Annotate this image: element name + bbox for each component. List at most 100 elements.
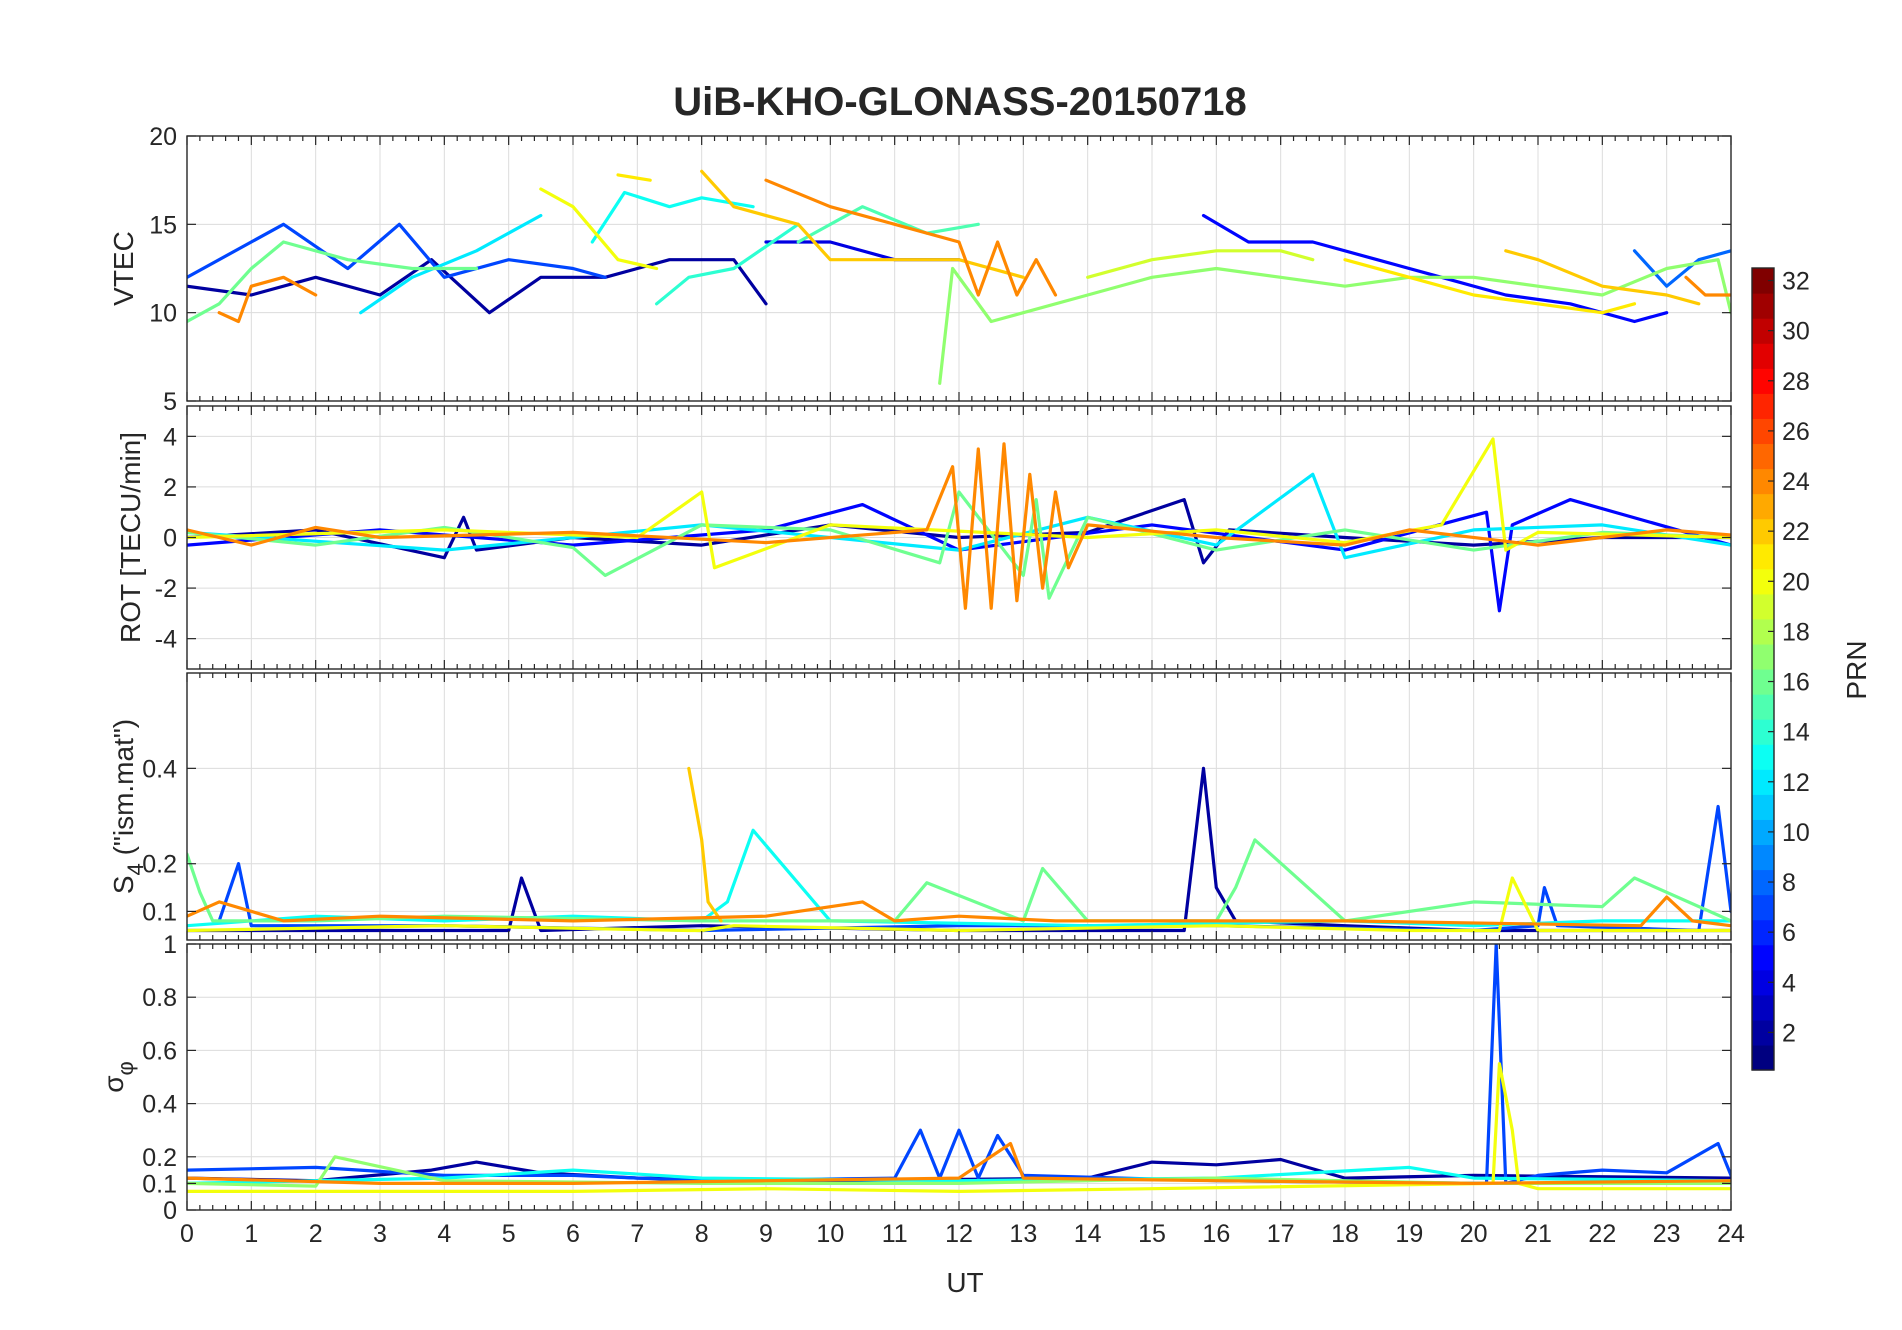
- colorbar-tick-label: 2: [1782, 1019, 1796, 1047]
- s4-y-tick-label: 0.4: [142, 755, 177, 783]
- colorbar-tick-label: 22: [1782, 518, 1810, 546]
- colorbar-segment: [1752, 744, 1774, 770]
- prn-5-trace: [187, 498, 1731, 613]
- s4-series-group: [187, 766, 1731, 933]
- y-label-main: S: [108, 875, 139, 894]
- colorbar-segment: [1752, 268, 1774, 294]
- colorbar-tick-label: 18: [1782, 618, 1810, 646]
- colorbar-tick-label: 4: [1782, 969, 1796, 997]
- colorbar-segment: [1752, 844, 1774, 871]
- colorbar-segment: [1752, 944, 1774, 971]
- colorbar-segment: [1752, 343, 1774, 369]
- colorbar-frame: [1751, 267, 1775, 1071]
- s4-y-axis-label: S4 ("ism.mat"): [108, 719, 148, 894]
- prn-24-trace: [1684, 275, 1731, 297]
- x-tick-label: 13: [1009, 1220, 1037, 1248]
- s4-panel: 0.10.20.4S4 ("ism.mat"): [108, 672, 1732, 941]
- colorbar-segment: [1752, 1044, 1774, 1071]
- prn-20-trace: [187, 876, 1731, 933]
- x-tick-label: 2: [309, 1220, 323, 1248]
- x-tick-label: 12: [945, 1220, 973, 1248]
- colorbar-segment: [1752, 894, 1774, 921]
- x-tick-label: 8: [695, 1220, 709, 1248]
- prn-16-trace: [187, 240, 479, 324]
- prn-24-trace: [187, 1141, 1731, 1186]
- colorbar-tick-label: 30: [1782, 318, 1810, 346]
- vtec-y-tick-label: 5: [163, 388, 177, 416]
- colorbar-segment: [1752, 443, 1774, 470]
- vtec-y-tick-label: 10: [149, 300, 177, 328]
- prn-14-trace: [654, 222, 800, 306]
- colorbar-segment: [1752, 719, 1774, 745]
- vtec-panel: 5 10 15 20 VTEC: [108, 123, 1732, 416]
- colorbar-tick-label: 8: [1782, 869, 1796, 897]
- colorbar-segment: [1752, 794, 1774, 820]
- prn-13-trace: [187, 828, 1731, 928]
- x-tick-label: 5: [502, 1220, 516, 1248]
- x-axis-label: UT: [946, 1267, 983, 1298]
- colorbar-segment: [1752, 769, 1774, 795]
- colorbar-tick-label: 6: [1782, 919, 1796, 947]
- colorbar-segment: [1752, 318, 1774, 344]
- colorbar-segment: [1752, 1019, 1774, 1046]
- colorbar-segment: [1752, 568, 1774, 595]
- x-tick-label: 4: [437, 1220, 451, 1248]
- prn-2-trace: [187, 766, 1731, 933]
- prn-21-trace: [616, 173, 652, 182]
- x-tick-label: 21: [1524, 1220, 1552, 1248]
- vtec-series-group: [187, 169, 1731, 385]
- prn-20-trace: [539, 187, 659, 271]
- x-tick-label: 24: [1717, 1220, 1745, 1248]
- x-tick-label: 17: [1267, 1220, 1295, 1248]
- prn-20-trace: [187, 437, 1731, 570]
- rot-series-group: [187, 437, 1731, 613]
- rot-y-tick-label: -2: [155, 575, 177, 603]
- colorbar-segment: [1752, 293, 1774, 319]
- prn-7-trace: [187, 944, 1731, 1186]
- s4-y-tick-label: 0.2: [142, 851, 177, 879]
- rot-y-tick-label: 0: [163, 525, 177, 553]
- colorbar-tick-label: 28: [1782, 368, 1810, 396]
- x-tick-label: 1: [244, 1220, 258, 1248]
- x-tick-label: 10: [816, 1220, 844, 1248]
- prn-17-trace: [938, 258, 1731, 385]
- x-tick-label: 0: [180, 1220, 194, 1248]
- sigma-y-tick-label: 0: [163, 1197, 177, 1225]
- vtec-y-tick-label: 15: [149, 211, 177, 239]
- prn-22-trace: [687, 766, 723, 923]
- prn-24-trace: [217, 275, 318, 324]
- x-tick-label: 20: [1460, 1220, 1488, 1248]
- colorbar-segment: [1752, 368, 1774, 394]
- sigma-y-tick-label: 0.8: [142, 984, 177, 1012]
- prn-24-trace: [764, 178, 1058, 297]
- y-label-main: σ: [98, 1075, 129, 1092]
- x-tick-label: 19: [1395, 1220, 1423, 1248]
- colorbar-tick-label: 26: [1782, 418, 1810, 446]
- colorbar-segment: [1752, 694, 1774, 720]
- colorbar-segment: [1752, 418, 1774, 445]
- sigma-y-tick-label: 0.6: [142, 1037, 177, 1065]
- colorbar-segment: [1752, 468, 1774, 495]
- colorbar-segment: [1752, 518, 1774, 545]
- x-tick-label: 16: [1202, 1220, 1230, 1248]
- x-tick-label: 14: [1074, 1220, 1102, 1248]
- colorbar-segment: [1752, 543, 1774, 570]
- prn-22-trace: [700, 169, 1025, 279]
- prn-15-trace: [796, 205, 980, 244]
- x-tick-label: 7: [630, 1220, 644, 1248]
- colorbar-segment: [1752, 593, 1774, 620]
- sigma-y-tick-label: 0.1: [142, 1170, 177, 1198]
- prn-13-trace: [187, 1165, 1731, 1186]
- x-tick-label: 11: [882, 1220, 908, 1248]
- prn-24-trace: [187, 895, 1731, 928]
- prn-7-trace: [187, 222, 607, 279]
- colorbar-segment: [1752, 669, 1774, 695]
- colorbar-segment: [1752, 969, 1774, 996]
- colorbar-segment: [1752, 643, 1774, 670]
- y-label-subscript: 4: [123, 863, 148, 875]
- colorbar-tick-label: 14: [1782, 719, 1810, 747]
- x-tick-label: 22: [1588, 1220, 1616, 1248]
- x-tick-label: 23: [1653, 1220, 1681, 1248]
- vtec-y-axis-label: VTEC: [108, 231, 139, 306]
